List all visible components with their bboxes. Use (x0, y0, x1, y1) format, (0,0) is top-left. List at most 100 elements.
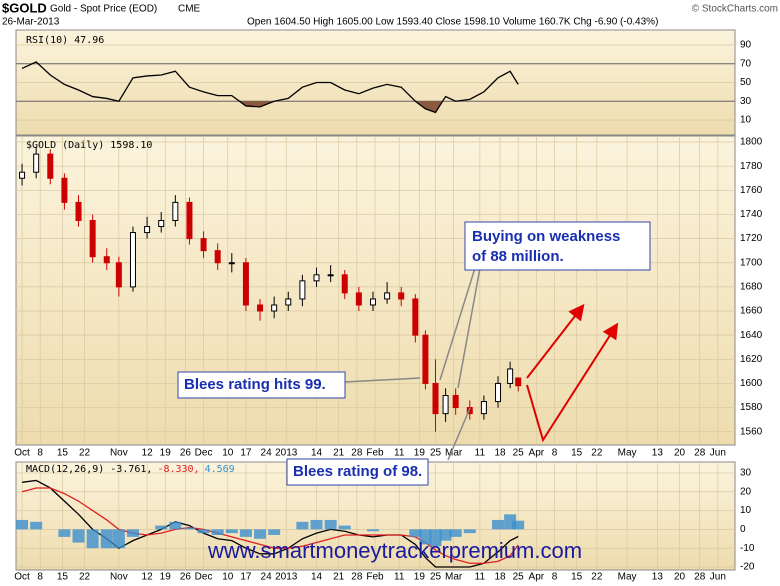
x-tick-label: Feb (366, 572, 384, 583)
y-tick-label: 1760 (740, 185, 763, 196)
histogram-bar (429, 529, 442, 547)
x-tick-label: 28 (351, 448, 363, 459)
candle-body (442, 395, 449, 415)
histogram-bar (169, 521, 182, 530)
series-line (21, 61, 519, 114)
x-tick-label: 12 (142, 448, 154, 459)
annotation: Blees rating hits 99. (184, 376, 326, 393)
x-tick-label: 20 (674, 572, 686, 583)
x-tick-label: 25 (430, 572, 442, 583)
x-tick-label: 22 (591, 572, 603, 583)
y-tick-label: 1600 (740, 378, 763, 389)
x-tick-label: 19 (414, 448, 426, 459)
quote: Open 1604.50 High 1605.00 Low 1593.40 Cl… (247, 17, 658, 28)
histogram-bar (366, 529, 379, 532)
candle-body (115, 262, 122, 288)
histogram-bar (512, 520, 525, 530)
x-tick-label: 13 (652, 448, 664, 459)
histogram-bar (324, 519, 337, 530)
series-line (21, 487, 519, 564)
legend-entry: MACD(12,26,9) -3.761, (26, 464, 152, 475)
x-tick-label: 11 (475, 572, 486, 583)
symbol: $GOLD (2, 0, 47, 15)
histogram-bar (310, 519, 323, 530)
y-tick-label: 1640 (740, 330, 763, 341)
y-tick-label: 70 (740, 58, 752, 69)
annotation-box (286, 458, 429, 486)
y-tick-label: 30 (740, 468, 752, 479)
histogram-bar (155, 525, 168, 530)
x-tick-label: 24 (261, 448, 273, 459)
date: 26-Mar-2013 (2, 17, 60, 28)
histogram-bar (72, 529, 85, 543)
arrows (526, 303, 619, 443)
candle-body (33, 153, 40, 173)
histogram-bar (419, 529, 432, 545)
y-tick-label: 30 (740, 96, 752, 107)
x-tick-label: Dec (195, 448, 213, 459)
candle-body (355, 292, 362, 306)
x-tick-label: 22 (591, 448, 603, 459)
candle-body (200, 238, 207, 252)
candle-body (480, 401, 487, 415)
y-tick-label: 1680 (740, 282, 763, 293)
x-tick-label: 11 (394, 572, 405, 583)
x-tick-label: Mar (445, 448, 463, 459)
candle-body (369, 298, 376, 306)
annotation-box (464, 221, 651, 271)
annotation: Blees rating of 98. (293, 463, 422, 480)
candle-body (495, 382, 502, 403)
candle-body (186, 201, 193, 240)
candle-body (432, 382, 439, 415)
x-tick-label: 15 (571, 448, 583, 459)
callouts (344, 267, 481, 461)
x-tick-label: 12 (142, 572, 154, 583)
x-tick-label: 25 (513, 572, 525, 583)
candle-body (89, 219, 96, 258)
x-tick-label: Oct (14, 448, 30, 459)
histogram-bar (409, 529, 422, 537)
x-tick-label: Oct (14, 572, 30, 583)
histogram-bar (100, 529, 113, 549)
credit: © StockCharts.com (692, 4, 778, 15)
x-tick-label: 8 (552, 448, 558, 459)
x-tick-label: 11 (475, 448, 486, 459)
arrow (526, 322, 619, 443)
y-tick-label: 20 (740, 486, 752, 497)
candle-body (422, 334, 429, 384)
x-tick-label: 8 (37, 448, 43, 459)
x-tick-label: 19 (160, 572, 172, 583)
x-tick-label: 26 (180, 572, 192, 583)
y-tick-label: 90 (740, 40, 752, 51)
y-tick-label: 1780 (740, 161, 763, 172)
candle-body (452, 395, 459, 409)
histogram-bar (112, 529, 125, 549)
x-tick-label: 21 (333, 448, 345, 459)
x-tick-label: 22 (79, 448, 91, 459)
histogram-bar (126, 529, 139, 537)
x-tick-label: 14 (311, 448, 323, 459)
candle-body (398, 292, 405, 300)
x-tick-label: 17 (240, 448, 252, 459)
candle-body (327, 274, 334, 277)
x-tick-label: 19 (414, 572, 426, 583)
candle-body (341, 274, 348, 294)
histogram-bar (58, 529, 71, 537)
callout-line (457, 267, 481, 389)
candle-body (19, 171, 26, 179)
candle-body (61, 177, 68, 203)
x-tick-label: Mar (445, 572, 463, 583)
y-tick-label: 1700 (740, 257, 763, 268)
y-tick-label: -20 (740, 562, 755, 573)
x-tick-label: 24 (261, 572, 273, 583)
x-tick-label: 19 (160, 448, 172, 459)
histogram-bar (183, 527, 196, 530)
x-tick-label: 14 (311, 572, 323, 583)
arrow (526, 303, 585, 379)
x-tick-label: Nov (110, 572, 128, 583)
x-tick-label: 8 (37, 572, 43, 583)
x-tick-label: 22 (79, 572, 91, 583)
x-tick-label: 10 (222, 572, 234, 583)
exchange: CME (178, 4, 201, 15)
